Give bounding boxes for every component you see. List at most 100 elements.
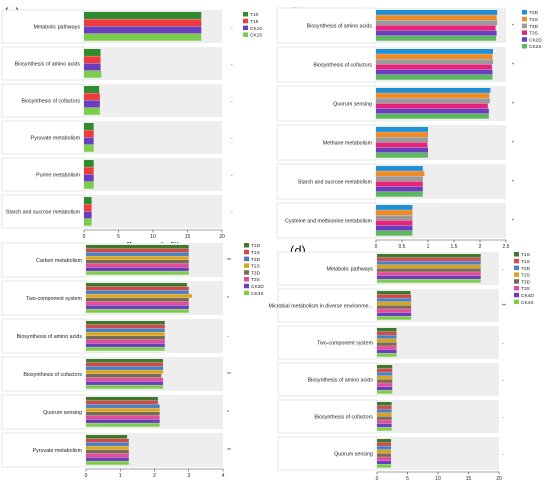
bar-t2s [86, 370, 164, 374]
bar-t3d [376, 137, 428, 143]
panel-c: (c)Carbon metabolism**Two-component syst… [1, 242, 264, 479]
significance-marker: * [512, 180, 514, 186]
x-tick-label: 2 [479, 244, 482, 250]
legend-swatch [522, 30, 527, 35]
bar-t15 [84, 167, 94, 175]
category-box [276, 85, 377, 122]
x-tick-label: 0 [85, 473, 88, 479]
bar-t1s [377, 257, 481, 261]
legend-label: CK2D [529, 37, 542, 43]
category-label: Metabolic pathways [326, 267, 373, 273]
bar-t2s [376, 15, 497, 21]
bar-t3s [376, 142, 428, 148]
panel-a: (a)Metabolic pathways-Biosynthesis of am… [1, 5, 262, 248]
category-label: Quorum sensing [43, 410, 82, 416]
bar-ck4d [377, 275, 481, 280]
bar-ck3s [86, 461, 129, 465]
significance-marker: - [231, 25, 233, 31]
x-tick-label: 15 [185, 234, 191, 240]
significance-marker: - [502, 378, 504, 384]
bar-t2s [376, 210, 413, 216]
bar-t2s [377, 264, 481, 269]
legend-label: T3D [521, 279, 531, 285]
legend-swatch [514, 265, 519, 271]
bar-background [84, 84, 222, 117]
bar-t2d [86, 328, 165, 332]
x-tick-label: 1 [119, 473, 122, 479]
bar-background [377, 437, 499, 470]
bar-t10 [84, 197, 92, 204]
x-tick-label: 4 [222, 473, 225, 479]
category-box [1, 157, 85, 192]
bar-ck4s [377, 316, 412, 320]
legend-label: T10 [250, 12, 259, 18]
bar-t3d [86, 450, 129, 454]
bar-t2s [377, 338, 397, 343]
bar-ck2d [376, 186, 423, 192]
category-box [277, 251, 378, 286]
bar-t2d [376, 205, 413, 210]
significance-marker: - [502, 415, 504, 421]
category-label: Biosynthesis of cofactors [21, 99, 80, 105]
category-box [277, 399, 378, 434]
bar-t2d [377, 409, 392, 413]
legend-label: CK15 [250, 33, 262, 39]
x-tick-label: 2 [153, 473, 156, 479]
bar-t3d [377, 342, 397, 346]
category-box [1, 120, 85, 155]
category-label: Purine metabolism [36, 173, 80, 179]
bar-ck2d [376, 30, 497, 36]
legend-swatch [514, 252, 519, 257]
significance-marker: - [502, 267, 504, 273]
legend-swatch [244, 249, 249, 255]
category-box [277, 288, 378, 323]
bar-t2s [86, 446, 129, 450]
bar-ck4d [377, 423, 392, 428]
legend-label: T3S [251, 277, 260, 283]
bar-t2s [86, 332, 165, 336]
legend-swatch [244, 263, 249, 268]
bar-t3d [376, 215, 413, 221]
bar-t1s [86, 248, 189, 253]
category-label: Quorum sensing [333, 102, 372, 108]
bar-t1s [377, 439, 392, 443]
significance-marker: ** [227, 448, 231, 454]
bar-t2d [377, 335, 397, 339]
legend-label: T3D [251, 270, 261, 276]
significance-marker: * [512, 141, 514, 147]
x-tick-label: 15 [466, 476, 472, 480]
bar-t2s [376, 132, 428, 138]
bar-ck4s [377, 353, 397, 357]
category-box [276, 124, 377, 161]
bar-t2d [86, 252, 189, 256]
category-box [1, 83, 85, 118]
bar-ck15 [84, 144, 94, 152]
bar-ck10 [84, 174, 94, 182]
bar-ck3s [86, 271, 189, 275]
bar-ck2d [376, 147, 428, 153]
bar-t2s [376, 93, 490, 99]
bar-t2d [376, 49, 493, 54]
category-label: Pyruvate metabolism [31, 136, 81, 142]
bar-t2d [376, 10, 498, 15]
legend-label: T2S [521, 273, 530, 279]
legend-label: T1D [251, 243, 261, 249]
legend-label: T2D [251, 257, 261, 263]
bar-t10 [84, 123, 94, 130]
bar-t2s [376, 54, 493, 60]
bar-t3d [377, 379, 393, 383]
legend-label: CK3S [251, 291, 264, 297]
bar-t3s [376, 181, 423, 187]
bar-ck15 [84, 33, 202, 41]
category-box [1, 242, 87, 278]
legend-swatch [514, 279, 519, 284]
significance-marker: * [512, 219, 514, 225]
legend-label: T2D [521, 266, 531, 272]
bar-t15 [84, 19, 202, 27]
category-label: Starch and sucrose metabolism [298, 180, 373, 186]
bar-t2d [377, 261, 481, 265]
legend-swatch [514, 286, 519, 291]
bar-t2d [86, 442, 129, 446]
bar-t3d [86, 298, 189, 302]
bar-t3s [377, 420, 392, 424]
